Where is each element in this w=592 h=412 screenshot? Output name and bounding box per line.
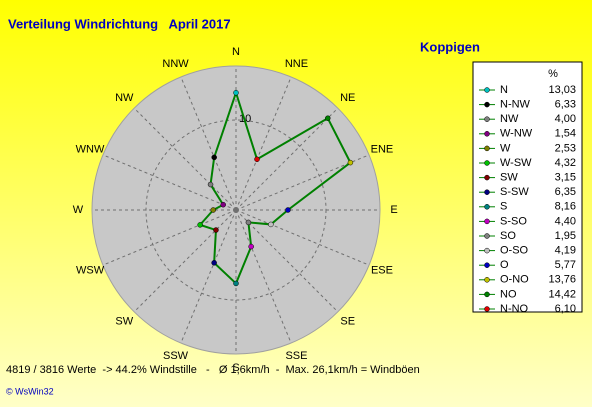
legend-label: NW (500, 113, 519, 125)
legend-value: 14,42 (548, 288, 576, 300)
legend-value: 3,15 (555, 172, 576, 184)
spoke (235, 76, 292, 211)
spoke (133, 209, 237, 313)
legend-label: SO (500, 230, 516, 242)
direction-label: WSW (76, 264, 105, 276)
data-point (325, 115, 331, 121)
spoke (180, 209, 237, 344)
legend-marker (484, 87, 490, 93)
legend-header: % (548, 68, 558, 80)
legend-value: 5,77 (555, 259, 576, 271)
direction-label: NNE (285, 58, 308, 70)
data-point (233, 89, 239, 96)
spoke (235, 209, 370, 266)
legend-value: 6,35 (555, 186, 576, 198)
legend-marker (484, 233, 490, 239)
direction-label: NNW (162, 58, 189, 70)
legend-marker (484, 218, 490, 225)
legend-label: S-SO (500, 215, 527, 227)
chart-subtitle: Koppigen (420, 39, 480, 54)
spoke (133, 107, 237, 211)
direction-label: W (73, 204, 84, 216)
legend-marker (484, 189, 490, 195)
legend-marker (484, 291, 490, 298)
chart-title: Verteilung Windrichtung April 2017 (8, 16, 231, 31)
legend-value: 6,10 (555, 303, 576, 315)
spoke (235, 107, 339, 211)
legend-marker (484, 131, 490, 137)
data-point (268, 221, 274, 228)
data-point (254, 156, 260, 163)
legend-label: N-NW (500, 99, 531, 111)
direction-label: NW (115, 92, 134, 104)
direction-label: SW (115, 316, 133, 328)
legend-marker (484, 174, 490, 181)
direction-label: SE (340, 316, 355, 328)
direction-label: ESE (371, 264, 393, 276)
legend-label: N-NO (500, 303, 529, 315)
legend-marker (484, 204, 490, 210)
data-point (233, 280, 239, 287)
legend-value: 6,33 (555, 99, 576, 111)
legend-marker (484, 306, 490, 312)
legend-label: O-SO (500, 245, 529, 257)
legend-label: N (500, 84, 508, 96)
direction-label: SSE (285, 350, 307, 362)
legend-marker (484, 116, 490, 122)
legend-label: W-SW (500, 157, 532, 169)
legend-label: O-NO (500, 274, 529, 286)
legend-value: 4,32 (555, 157, 576, 169)
direction-label: NE (340, 92, 355, 104)
legend-label: W-NW (500, 128, 533, 140)
legend-box (472, 61, 583, 313)
legend-value: 4,19 (555, 245, 576, 257)
legend-marker (484, 262, 490, 268)
legend-value: 1,54 (555, 128, 576, 140)
legend-value: 13,03 (548, 84, 576, 96)
legend-value: 1,95 (555, 230, 576, 242)
data-point (211, 260, 217, 266)
data-point (207, 181, 214, 188)
legend-value: 2,53 (555, 142, 576, 154)
spoke (102, 209, 237, 266)
legend-label: NO (500, 288, 517, 300)
legend-label: S (500, 201, 507, 213)
data-point (210, 207, 216, 213)
legend-marker (484, 277, 490, 283)
legend-marker (484, 247, 490, 254)
legend-value: 13,76 (548, 274, 576, 286)
data-point (248, 243, 254, 250)
copyright: © WsWin32 (6, 386, 54, 396)
grid-ring (145, 119, 327, 301)
data-point (245, 219, 252, 226)
legend-marker (484, 101, 490, 108)
direction-label: E (390, 204, 397, 216)
direction-label: ENE (371, 143, 394, 155)
data-point (211, 154, 217, 161)
data-point (285, 207, 291, 213)
legend-label: S-SW (500, 186, 529, 198)
legend-value: 8,16 (555, 201, 576, 213)
direction-label: S (232, 362, 239, 374)
direction-label: SSW (163, 350, 189, 362)
spoke (102, 154, 237, 211)
legend-marker (484, 145, 490, 152)
legend-label: SW (500, 172, 518, 184)
data-point (197, 222, 203, 228)
footer: 4819 / 3816 Werte -> 44.2% Windstille - … (6, 364, 420, 376)
direction-label: N (232, 46, 240, 58)
legend-value: 4,00 (555, 113, 576, 125)
spoke (235, 209, 339, 313)
legend-value: 4,40 (555, 215, 576, 227)
legend-marker (484, 160, 490, 166)
data-point (347, 159, 354, 166)
spoke (235, 209, 292, 344)
legend-label: W (500, 142, 511, 154)
data-point (213, 227, 219, 233)
data-point (220, 201, 226, 208)
spoke (180, 76, 237, 211)
direction-label: WNW (76, 143, 105, 155)
legend-label: O (500, 259, 509, 271)
